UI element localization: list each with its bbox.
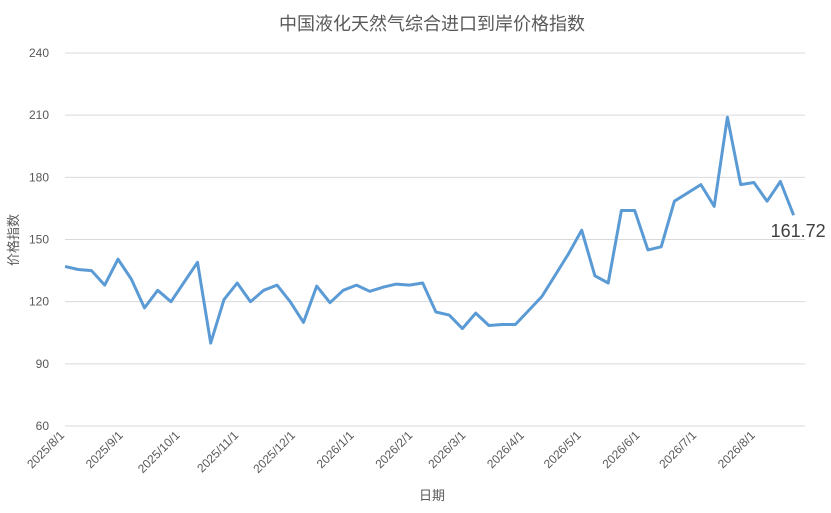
y-tick-label: 210 (29, 108, 49, 122)
x-tick-label: 2025/9/1 (83, 428, 126, 471)
x-tick-label: 2026/7/1 (656, 428, 699, 471)
y-tick-label: 150 (29, 233, 49, 247)
x-tick-label: 2026/2/1 (372, 428, 415, 471)
x-tick-label: 2026/6/1 (600, 428, 643, 471)
y-tick-label: 180 (29, 170, 49, 184)
x-tick-label: 2026/1/1 (314, 428, 357, 471)
line-series (64, 115, 795, 345)
y-tick-label: 240 (29, 46, 49, 60)
y-tick-label: 90 (36, 357, 50, 371)
data-label: 161.72 (771, 221, 826, 241)
x-tick-label: 2026/8/1 (715, 428, 758, 471)
x-tick-label: 2026/4/1 (484, 428, 527, 471)
x-tick-label: 2025/12/1 (250, 428, 298, 476)
x-tick-label: 2025/10/1 (135, 428, 183, 476)
x-axis-title: 日期 (419, 489, 445, 504)
y-tick-label: 120 (29, 295, 49, 309)
y-axis-title: 价格指数 (6, 214, 22, 266)
chart-title: 中国液化天然气综合进口到岸价格指数 (279, 14, 585, 35)
x-tick-label: 2026/3/1 (425, 428, 468, 471)
x-tick-label: 2026/5/1 (541, 428, 584, 471)
x-tick-label: 2025/11/1 (194, 428, 241, 475)
x-tick-label: 2025/8/1 (24, 428, 67, 471)
y-tick-label: 60 (36, 419, 50, 433)
